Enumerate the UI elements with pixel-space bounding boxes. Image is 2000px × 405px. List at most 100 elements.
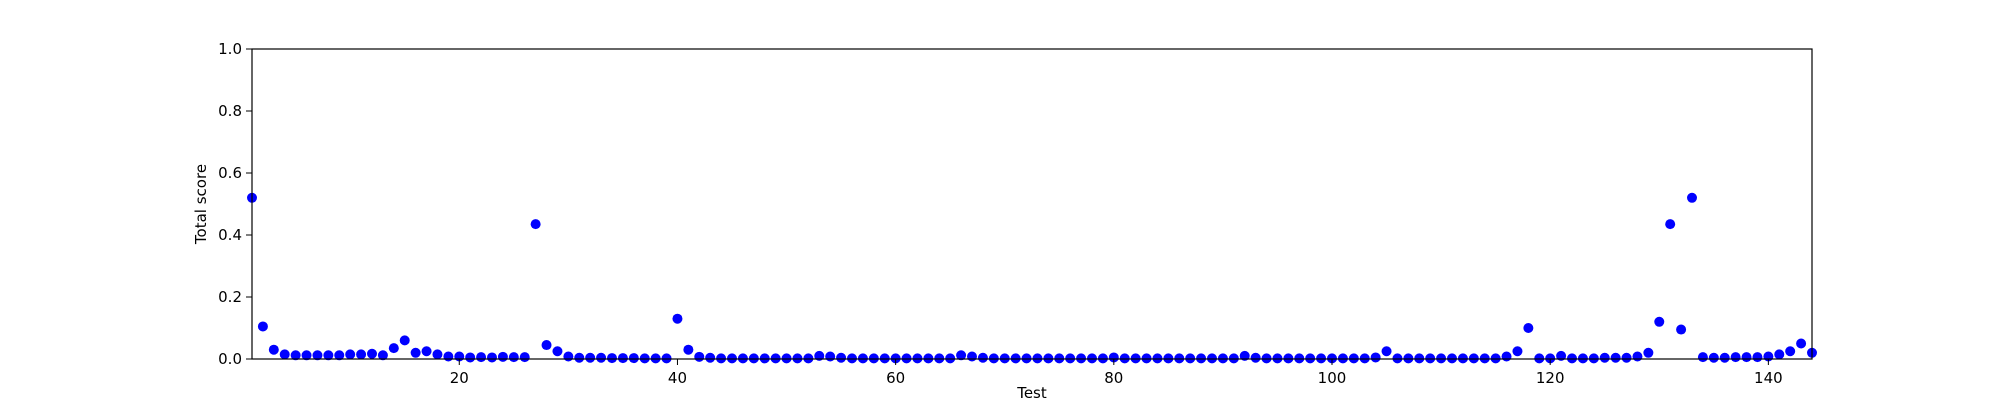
data-point <box>847 353 857 364</box>
data-point <box>1305 353 1316 364</box>
data-point <box>1457 353 1468 364</box>
data-point <box>683 344 694 355</box>
data-point <box>563 351 574 362</box>
y-axis-label: Total score <box>192 164 210 245</box>
data-point <box>1610 352 1621 363</box>
data-point <box>1501 351 1512 362</box>
data-point <box>487 352 497 363</box>
data-point <box>1567 353 1577 364</box>
data-point <box>541 340 552 351</box>
data-point <box>901 353 912 364</box>
data-point <box>1534 353 1545 364</box>
data-point <box>988 353 999 364</box>
data-point <box>868 353 879 364</box>
data-point <box>912 353 923 364</box>
data-point <box>1228 353 1239 364</box>
data-point <box>672 313 683 324</box>
data-point <box>923 353 934 364</box>
data-point <box>1043 353 1054 364</box>
data-point <box>1185 353 1196 364</box>
data-point <box>1730 352 1741 363</box>
data-point <box>279 349 290 360</box>
data-point <box>1621 352 1632 363</box>
data-point <box>497 351 508 362</box>
data-point <box>476 352 487 363</box>
data-point <box>694 351 705 362</box>
data-point <box>1294 353 1305 364</box>
data-point <box>1447 353 1457 364</box>
data-point <box>879 353 890 364</box>
data-point <box>410 347 421 358</box>
data-point <box>1752 352 1763 363</box>
data-point <box>519 352 530 363</box>
data-point <box>1097 353 1108 364</box>
data-point <box>399 335 410 346</box>
data-point <box>1796 338 1807 349</box>
data-point <box>999 353 1010 364</box>
data-point <box>628 353 639 364</box>
x-axis-label: Test <box>1016 384 1047 400</box>
data-point <box>716 353 727 364</box>
data-point <box>443 351 454 362</box>
data-point <box>1719 352 1730 363</box>
data-point <box>257 321 268 332</box>
x-tick-label: 120 <box>1536 369 1565 387</box>
data-point <box>1108 352 1119 363</box>
data-point <box>1687 192 1697 203</box>
data-point <box>1337 353 1348 364</box>
data-point <box>345 349 356 360</box>
data-point <box>617 353 628 364</box>
data-point <box>1577 353 1588 364</box>
data-point <box>1316 353 1327 364</box>
data-point <box>705 352 716 363</box>
data-point <box>1087 353 1097 364</box>
y-axis-ticks: 0.0 0.2 0.4 0.6 0.8 1.0 <box>218 40 252 368</box>
y-tick-label: 0.6 <box>218 164 242 182</box>
x-tick-label: 60 <box>886 369 905 387</box>
plot-frame <box>251 48 1813 360</box>
data-point <box>1599 352 1610 363</box>
data-point <box>1708 352 1719 363</box>
data-point <box>1381 346 1392 357</box>
y-tick-label: 0.4 <box>218 226 242 244</box>
data-point <box>1414 353 1425 364</box>
data-point <box>421 346 432 357</box>
data-point <box>967 351 977 362</box>
data-point <box>934 353 945 364</box>
data-point <box>1697 352 1708 363</box>
data-point <box>312 350 323 361</box>
data-point <box>857 353 868 364</box>
data-point <box>1261 353 1272 364</box>
data-point <box>1141 353 1152 364</box>
data-point <box>836 352 847 363</box>
data-point <box>268 344 279 355</box>
data-point <box>1436 353 1447 364</box>
data-point <box>323 350 334 361</box>
data-point <box>1130 353 1141 364</box>
data-point <box>825 351 836 362</box>
data-point <box>1032 353 1043 364</box>
data-point <box>792 353 803 364</box>
data-point <box>770 353 781 364</box>
data-point <box>1654 316 1665 327</box>
data-point <box>1348 353 1359 364</box>
data-point <box>1152 353 1163 364</box>
data-point <box>1217 353 1228 364</box>
data-point <box>574 352 585 363</box>
data-point <box>596 352 607 363</box>
data-point <box>727 353 737 364</box>
data-point <box>748 353 759 364</box>
data-point <box>1523 323 1534 333</box>
data-point <box>508 352 519 363</box>
data-point <box>1479 353 1490 364</box>
data-point <box>1545 353 1556 364</box>
data-point <box>290 350 301 361</box>
x-tick-label: 40 <box>668 369 687 387</box>
data-point <box>1359 353 1370 364</box>
data-point <box>1741 352 1752 363</box>
data-point <box>1632 351 1643 362</box>
y-tick-label: 0.8 <box>218 102 242 120</box>
data-point <box>1076 353 1087 364</box>
data-point <box>1010 353 1021 364</box>
data-point <box>781 353 792 364</box>
